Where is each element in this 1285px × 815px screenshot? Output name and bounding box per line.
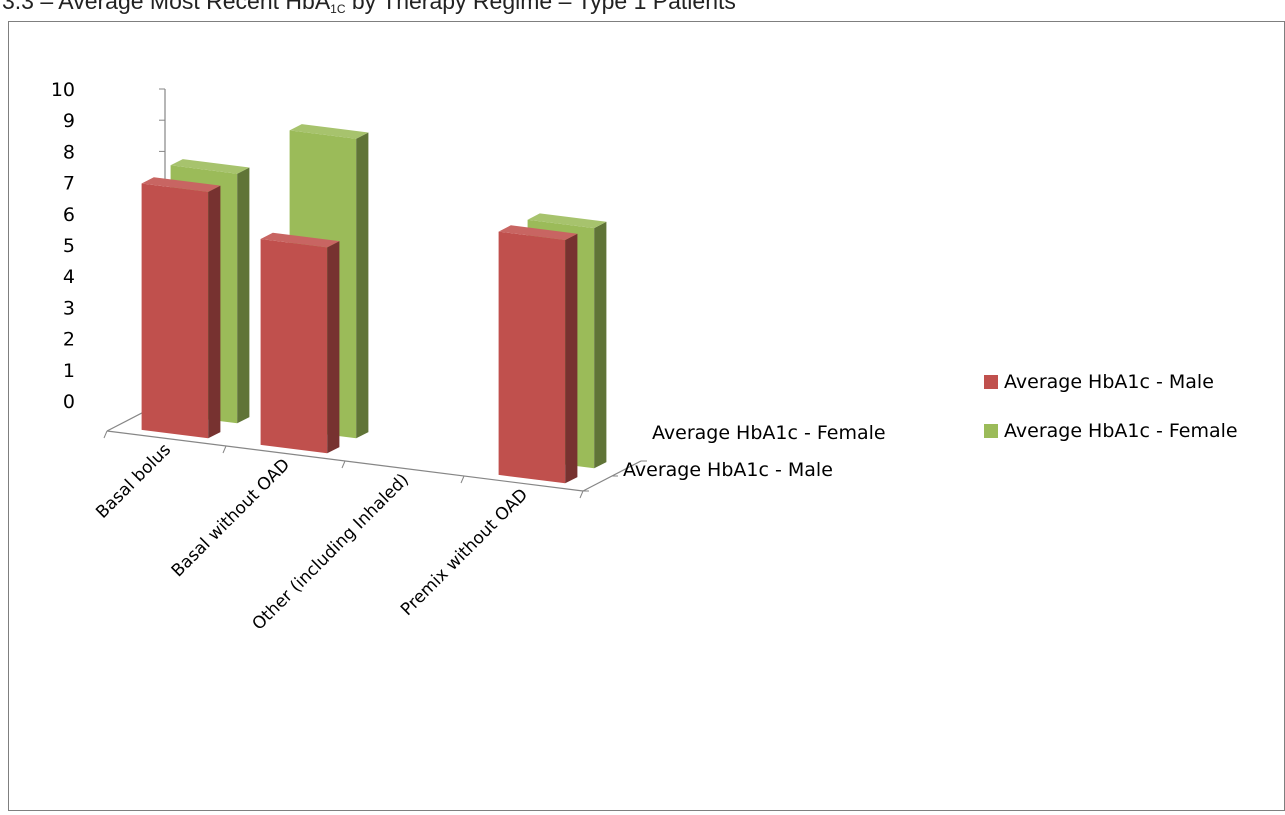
y-tick-label: 4 (63, 266, 75, 288)
x-tick (103, 430, 108, 439)
x-tick (222, 445, 227, 454)
y-tick-label: 0 (63, 391, 75, 413)
y-tick-label: 6 (63, 204, 75, 226)
y-tick-label: 1 (63, 360, 75, 382)
x-tick (341, 460, 346, 469)
chart-frame: 0 1 2 3 4 5 6 7 8 9 10 Basal bolus Basal without OAD… (8, 21, 1285, 811)
bar (141, 177, 221, 439)
bar-side-face (327, 241, 340, 454)
x-category-label: Premix without OAD (397, 485, 532, 620)
x-tick (579, 490, 584, 499)
legend: Average HbA1c - Male Average HbA1c - Fema… (984, 371, 1238, 442)
legend-swatch (984, 424, 998, 438)
heading-suffix: by Therapy Regime – Type 1 Patients (345, 0, 736, 14)
bar-top-face (498, 225, 578, 240)
depth-axis-label: Average HbA1c - Male (623, 459, 833, 481)
bar-top-face (289, 124, 369, 139)
bar (498, 225, 578, 484)
page-heading: 3.3 – Average Most Recent HbA1C by Thera… (2, 0, 736, 16)
y-tick-label: 2 (63, 329, 75, 351)
legend-label: Average HbA1c - Female (1004, 420, 1238, 442)
bar-front-face (498, 231, 566, 484)
bar-top-face (527, 213, 607, 229)
y-tick-label: 9 (63, 110, 75, 132)
x-category-label: Basal bolus (92, 440, 175, 523)
y-tick-label: 10 (51, 79, 75, 101)
bar (260, 232, 340, 454)
bar-side-face (565, 233, 578, 484)
heading-prefix: 3.3 – Average Most Recent HbA (2, 0, 331, 14)
y-tick-label: 7 (63, 173, 75, 195)
bar-side-face (208, 185, 221, 439)
x-tick (460, 475, 465, 484)
bar-side-face (356, 132, 369, 439)
bar-front-face (141, 183, 209, 439)
y-tick-label: 5 (63, 235, 75, 257)
heading-subscript: 1C (330, 2, 346, 16)
bar-front-face (260, 239, 328, 454)
bar-side-face (594, 221, 607, 469)
bar-top-face (141, 177, 221, 192)
bar-top-face (170, 159, 250, 174)
x-category-label: Basal without OAD (168, 455, 294, 581)
depth-axis-label: Average HbA1c - Female (652, 422, 886, 444)
legend-swatch (984, 375, 998, 389)
bar-side-face (237, 167, 250, 424)
y-tick-label: 3 (63, 297, 75, 319)
bar-top-face (260, 232, 340, 248)
x-category-label: Other (including Inhaled) (248, 470, 413, 635)
legend-label: Average HbA1c - Male (1004, 371, 1214, 393)
y-tick-label: 8 (63, 141, 75, 163)
